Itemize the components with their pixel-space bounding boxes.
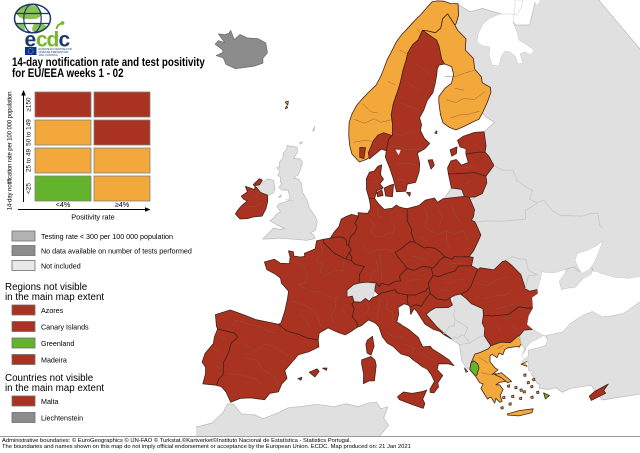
svg-text:Azores: Azores <box>41 307 64 315</box>
svg-text:c: c <box>36 29 48 52</box>
svg-text:<4%: <4% <box>56 200 71 209</box>
svg-text:Regions not visible: Regions not visible <box>5 282 88 293</box>
svg-text:≥4%: ≥4% <box>115 200 130 209</box>
svg-text:<25: <25 <box>26 183 33 194</box>
svg-text:50 to 149: 50 to 149 <box>26 119 33 146</box>
svg-text:Madeira: Madeira <box>41 357 67 365</box>
svg-text:Malta: Malta <box>41 398 58 406</box>
svg-text:d: d <box>47 29 60 52</box>
svg-text:c: c <box>59 29 71 52</box>
svg-text:Canary Islands: Canary Islands <box>41 324 89 332</box>
svg-text:Countries not visible: Countries not visible <box>5 373 94 384</box>
svg-text:Testing rate < 300 per 100 000: Testing rate < 300 per 100 000 populatio… <box>41 233 173 241</box>
svg-text:EUROPEAN CENTRE FOR: EUROPEAN CENTRE FOR <box>39 47 72 51</box>
svg-text:25 to 49: 25 to 49 <box>26 149 33 173</box>
svg-text:No data available on number of: No data available on number of tests per… <box>41 248 192 256</box>
svg-text:in the main map extent: in the main map extent <box>5 292 104 303</box>
svg-text:e: e <box>25 29 36 52</box>
svg-text:in the main map extent: in the main map extent <box>5 383 104 394</box>
svg-text:Greenland: Greenland <box>41 340 74 348</box>
svg-text:DISEASE PREVENTION: DISEASE PREVENTION <box>39 50 69 54</box>
svg-text:Not included: Not included <box>41 263 81 271</box>
svg-text:Positivity rate: Positivity rate <box>71 213 114 222</box>
svg-text:Liechtenstein: Liechtenstein <box>41 415 83 423</box>
svg-text:14-day notification rate per 1: 14-day notification rate per 100 000 pop… <box>7 92 14 211</box>
svg-text:≥150: ≥150 <box>26 97 33 112</box>
svg-text:AND CONTROL: AND CONTROL <box>39 53 59 57</box>
